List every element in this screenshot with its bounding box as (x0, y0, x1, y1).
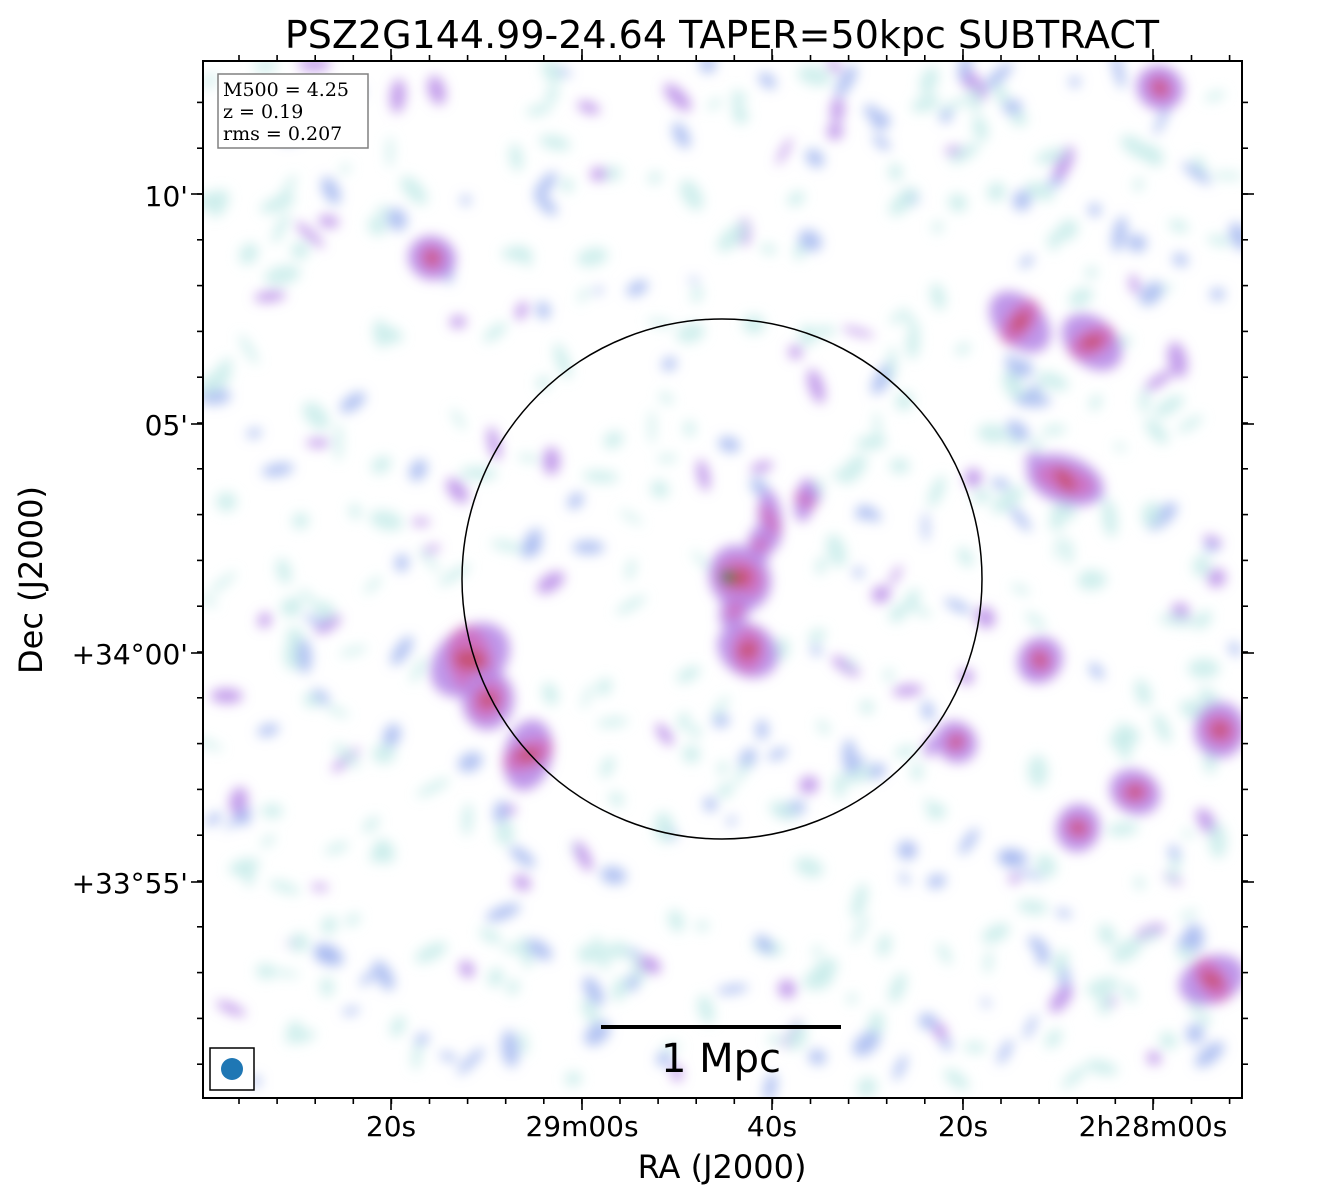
scale-bar: 1 Mpc (601, 1025, 841, 1082)
emission-layer (203, 61, 1242, 1098)
x-tick-label: 29m00s (525, 1110, 638, 1143)
y-tick-label: +34°00' (72, 638, 188, 671)
x-tick-label: 2h28m00s (1079, 1110, 1228, 1143)
axis-ticks (191, 49, 1254, 1110)
beam-marker (209, 1047, 255, 1091)
y-tick-label: 10' (145, 180, 188, 213)
y-axis-label: Dec (J2000) (12, 486, 50, 674)
scale-bar-label: 1 Mpc (661, 1036, 781, 1082)
radio-image (203, 61, 1242, 1098)
info-rms: rms = 0.207 (223, 123, 342, 145)
x-tick-label: 20s (366, 1110, 416, 1143)
x-axis-label: RA (J2000) (638, 1148, 807, 1186)
r500-circle (461, 318, 983, 840)
info-m500: M500 = 4.25 (223, 79, 349, 101)
info-redshift: z = 0.19 (223, 101, 303, 123)
plot-frame (202, 60, 1243, 1099)
beam-ellipse (221, 1058, 243, 1080)
info-box: M500 = 4.25 z = 0.19 rms = 0.207 (217, 73, 369, 149)
x-tick-label: 20s (938, 1110, 988, 1143)
y-tick-label: 05' (145, 409, 188, 442)
x-tick-label: 40s (747, 1110, 797, 1143)
plot-title: PSZ2G144.99-24.64 TAPER=50kpc SUBTRACT (285, 13, 1160, 57)
y-tick-label: +33°55' (72, 867, 188, 900)
